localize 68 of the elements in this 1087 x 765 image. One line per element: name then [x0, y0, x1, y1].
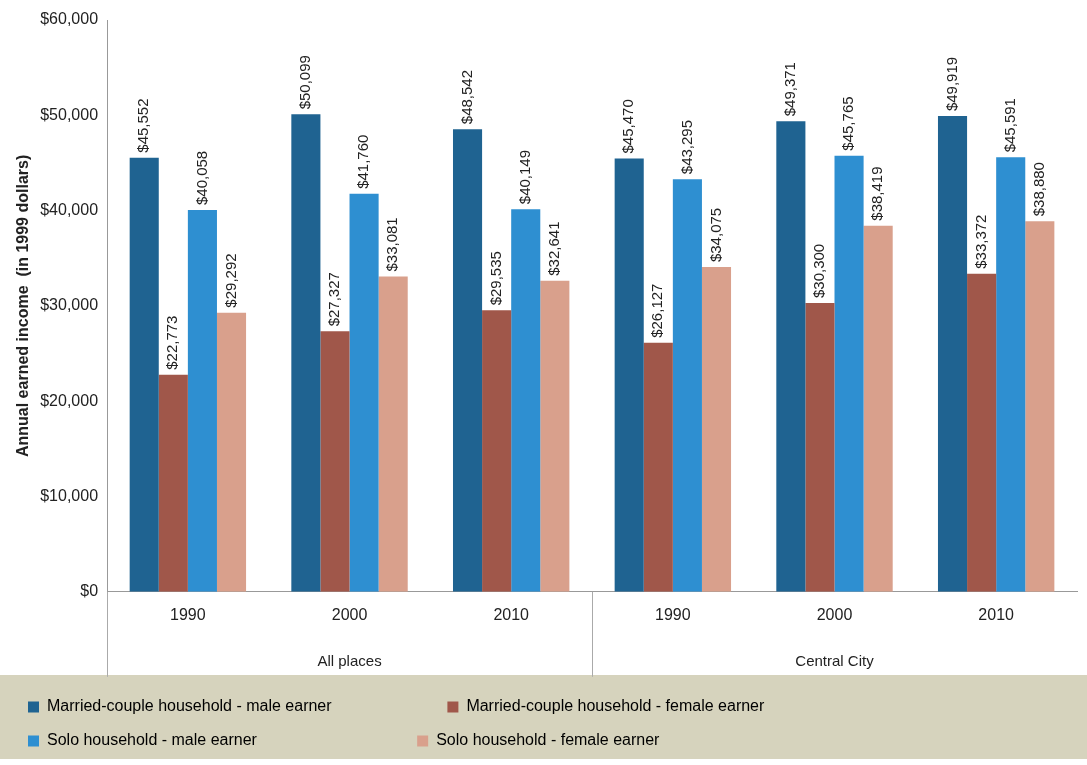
y-tick-label: $50,000: [40, 105, 99, 123]
y-tick-label: $60,000: [40, 10, 99, 28]
bar: [776, 121, 806, 592]
bar: [863, 225, 893, 592]
data-label: $34,075: [706, 207, 724, 263]
bar: [834, 155, 864, 592]
bar: [158, 374, 188, 592]
data-label: $38,880: [1029, 162, 1047, 217]
y-tick-label: $20,000: [40, 391, 99, 409]
bar: [482, 310, 512, 592]
x-tick-label: 1990: [170, 605, 206, 623]
x-tick-label: 2010: [978, 605, 1015, 623]
data-label: $29,292: [221, 253, 239, 308]
data-label: $45,591: [1000, 98, 1018, 153]
y-tick-label: $40,000: [40, 201, 99, 219]
bar: [129, 157, 159, 592]
data-label: $45,765: [839, 96, 857, 151]
bar: [805, 303, 835, 592]
data-label: $40,149: [515, 149, 533, 205]
data-label: $30,300: [810, 243, 828, 299]
legend-label: Solo household - female earner: [436, 731, 793, 749]
bar: [672, 179, 702, 592]
bar: [187, 210, 217, 592]
data-label: $27,327: [325, 272, 343, 327]
bar: [320, 331, 350, 592]
bar: [643, 342, 673, 592]
bar: [540, 280, 570, 592]
data-label: $48,542: [457, 69, 475, 125]
data-label: $33,372: [971, 214, 989, 269]
y-tick-label: $10,000: [40, 486, 99, 504]
bar: [937, 116, 968, 592]
data-label: $38,419: [868, 166, 886, 221]
bar: [967, 273, 997, 592]
x-tick-label: 2010: [493, 605, 530, 623]
data-label: $45,470: [619, 99, 637, 154]
bar: [701, 267, 732, 592]
bar: [349, 193, 379, 592]
x-tick-label: 2000: [816, 605, 853, 623]
data-label: $50,099: [296, 55, 314, 110]
bar: [511, 209, 541, 592]
data-label: $49,371: [781, 62, 798, 117]
y-axis-title: Annual earned income (in 1999 dollars): [14, 154, 32, 458]
data-label: $29,535: [486, 251, 504, 306]
bar: [614, 158, 644, 592]
data-label: $22,773: [163, 315, 181, 370]
data-label: $40,058: [192, 150, 210, 206]
legend-label: Married-couple household - male earner: [47, 697, 430, 715]
text: Central City: [795, 651, 875, 669]
legend-label: Married-couple household - female earner: [466, 697, 854, 715]
legend-label: Solo household - male earner: [47, 731, 400, 749]
bar: [996, 157, 1026, 592]
y-tick-label: $0: [80, 582, 99, 600]
data-label: $45,552: [134, 98, 152, 153]
x-tick-label: 2000: [331, 605, 368, 623]
data-label: $41,760: [354, 134, 372, 189]
text: All places: [317, 651, 382, 669]
bar: [378, 276, 408, 592]
data-label: $26,127: [648, 283, 666, 338]
bar: [452, 129, 483, 592]
data-label: $33,081: [383, 217, 401, 272]
data-label: $49,919: [942, 56, 960, 112]
y-tick-label: $30,000: [40, 296, 99, 314]
data-label: $32,641: [544, 221, 562, 276]
bar: [216, 312, 247, 592]
x-tick-label: 1990: [655, 605, 691, 623]
bar: [1025, 221, 1055, 592]
bar: [291, 114, 321, 592]
data-label: $43,295: [677, 119, 695, 175]
